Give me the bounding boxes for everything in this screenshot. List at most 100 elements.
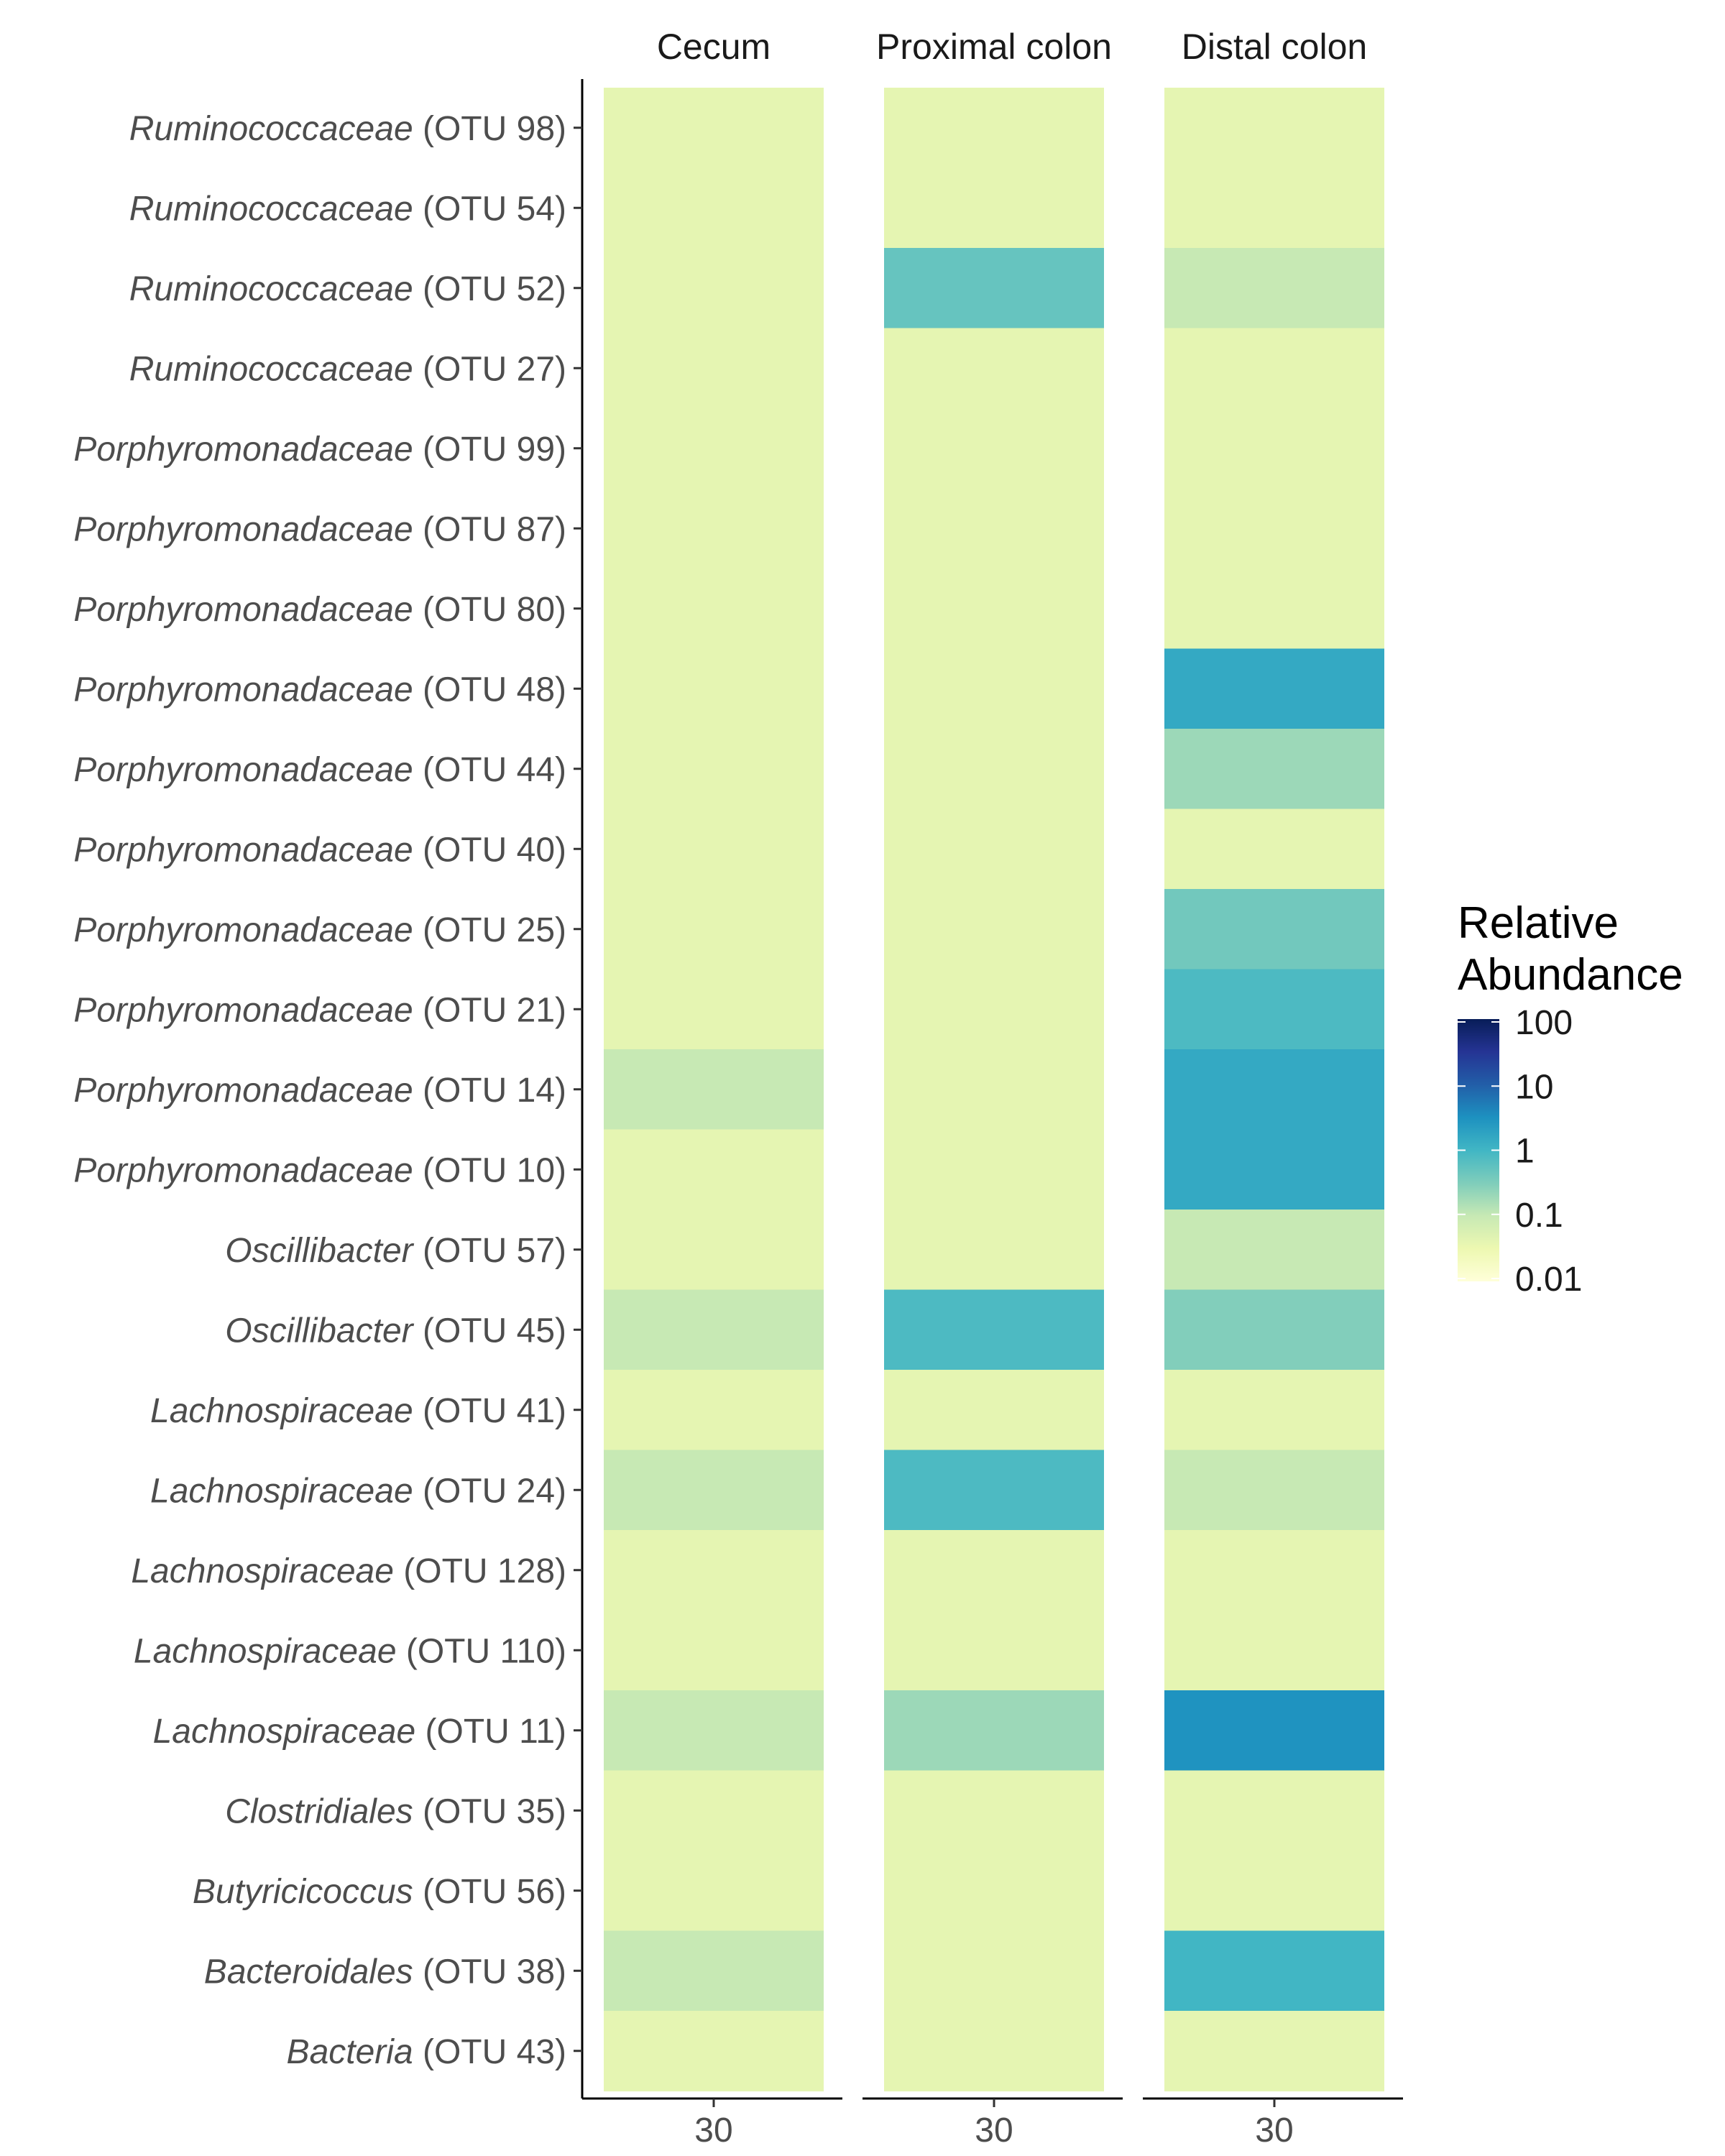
tile-proximal-colon-row-12 — [884, 969, 1104, 1050]
x-tick-label: 30 — [975, 2111, 1013, 2150]
y-label-taxon: Porphyromonadaceae — [73, 1151, 413, 1189]
tile-proximal-colon-row-9 — [884, 729, 1104, 810]
y-label-otu: (OTU 98) — [413, 110, 566, 148]
y-label-taxon: Porphyromonadaceae — [73, 831, 413, 869]
legend-tick-label: 0.1 — [1515, 1197, 1563, 1235]
tile-distal-colon-row-6 — [1164, 488, 1384, 569]
tile-cecum-row-2 — [604, 167, 824, 249]
tile-proximal-colon-row-19 — [884, 1530, 1104, 1611]
y-label-taxon: Porphyromonadaceae — [73, 751, 413, 789]
y-label-taxon: Bacteria — [287, 2033, 413, 2071]
y-tick-label: Clostridiales (OTU 35) — [225, 1792, 566, 1830]
tile-cecum-row-5 — [604, 408, 824, 489]
tile-distal-colon-row-9 — [1164, 729, 1384, 810]
tile-distal-colon-row-23 — [1164, 1851, 1384, 1932]
y-tick-label: Porphyromonadaceae (OTU 99) — [73, 430, 566, 469]
y-label-taxon: Lachnospiraceae — [150, 1392, 413, 1430]
tile-distal-colon-row-10 — [1164, 808, 1384, 890]
tile-proximal-colon-row-14 — [884, 1129, 1104, 1210]
tile-distal-colon-row-1 — [1164, 88, 1384, 169]
y-label-otu: (OTU 25) — [413, 911, 566, 949]
tile-cecum-row-19 — [604, 1530, 824, 1611]
y-label-taxon: Porphyromonadaceae — [73, 510, 413, 548]
facet-title-cecum: Cecum — [657, 27, 770, 67]
tile-cecum-row-9 — [604, 729, 824, 810]
y-tick-label: Porphyromonadaceae (OTU 87) — [73, 510, 566, 548]
legend-tick-label: 10 — [1515, 1068, 1553, 1106]
legend-tick-label: 0.01 — [1515, 1261, 1582, 1299]
tile-cecum-row-1 — [604, 88, 824, 169]
y-label-taxon: Ruminococcaceae — [129, 270, 413, 308]
facet-title-distal-colon: Distal colon — [1182, 27, 1367, 67]
tile-distal-colon-row-17 — [1164, 1370, 1384, 1451]
tile-distal-colon-row-18 — [1164, 1450, 1384, 1531]
tile-cecum-row-13 — [604, 1049, 824, 1130]
y-tick-label: Ruminococcaceae (OTU 54) — [129, 190, 566, 228]
tile-cecum-row-18 — [604, 1450, 824, 1531]
y-label-otu: (OTU 38) — [413, 1953, 566, 1991]
tile-proximal-colon-row-22 — [884, 1770, 1104, 1851]
y-label-otu: (OTU 110) — [397, 1632, 566, 1670]
tile-distal-colon-row-21 — [1164, 1690, 1384, 1772]
tile-cecum-row-15 — [604, 1210, 824, 1291]
y-label-otu: (OTU 128) — [394, 1552, 566, 1590]
facet-titles: Cecum Proximal colon Distal colon — [657, 27, 1367, 67]
tile-proximal-colon-row-18 — [884, 1450, 1104, 1531]
y-label-taxon: Lachnospiraceae — [153, 1713, 416, 1751]
tile-cecum-row-7 — [604, 568, 824, 650]
tile-cecum-row-23 — [604, 1851, 824, 1932]
tile-distal-colon-row-14 — [1164, 1129, 1384, 1210]
tile-cecum-row-4 — [604, 328, 824, 409]
heatmap-tiles — [604, 88, 1384, 2092]
legend-tick-label: 1 — [1515, 1133, 1535, 1171]
y-tick-label: Ruminococcaceae (OTU 52) — [129, 270, 566, 308]
y-label-otu: (OTU 56) — [413, 1873, 566, 1911]
tile-proximal-colon-row-13 — [884, 1049, 1104, 1130]
tile-cecum-row-11 — [604, 889, 824, 970]
tile-distal-colon-row-15 — [1164, 1210, 1384, 1291]
y-tick-label: Bacteria (OTU 43) — [287, 2033, 566, 2071]
y-axis: Ruminococcaceae (OTU 98) Ruminococcaceae … — [73, 79, 584, 2099]
y-tick-label: Porphyromonadaceae (OTU 10) — [73, 1151, 566, 1189]
tile-proximal-colon-row-11 — [884, 889, 1104, 970]
tile-cecum-row-8 — [604, 648, 824, 729]
y-label-otu: (OTU 21) — [413, 991, 566, 1029]
y-tick-label: Bacteroidales (OTU 38) — [204, 1953, 566, 1991]
y-label-taxon: Porphyromonadaceae — [73, 911, 413, 949]
y-label-otu: (OTU 24) — [413, 1472, 566, 1510]
y-label-taxon: Ruminococcaceae — [129, 350, 413, 388]
tile-cecum-row-25 — [604, 2011, 824, 2092]
tile-cecum-row-12 — [604, 969, 824, 1050]
y-label-taxon: Lachnospiraceae — [131, 1552, 394, 1590]
y-tick-label: Lachnospiraceae (OTU 11) — [153, 1713, 566, 1751]
tile-cecum-row-17 — [604, 1370, 824, 1451]
tile-distal-colon-row-16 — [1164, 1289, 1384, 1370]
tile-distal-colon-row-13 — [1164, 1049, 1384, 1130]
y-label-otu: (OTU 44) — [413, 751, 566, 789]
y-tick-label: Porphyromonadaceae (OTU 48) — [73, 671, 566, 709]
y-label-taxon: Porphyromonadaceae — [73, 591, 413, 629]
y-label-otu: (OTU 87) — [413, 510, 566, 548]
tile-proximal-colon-row-23 — [884, 1851, 1104, 1932]
tile-proximal-colon-row-16 — [884, 1289, 1104, 1370]
tile-distal-colon-row-2 — [1164, 167, 1384, 249]
y-label-otu: (OTU 43) — [413, 2033, 566, 2071]
tile-proximal-colon-row-4 — [884, 328, 1104, 409]
tile-cecum-row-20 — [604, 1610, 824, 1691]
y-label-taxon: Porphyromonadaceae — [73, 1072, 413, 1110]
tile-proximal-colon-row-24 — [884, 1930, 1104, 2012]
y-label-taxon: Oscillibacter — [225, 1312, 414, 1350]
tile-distal-colon-row-11 — [1164, 889, 1384, 970]
tile-proximal-colon-row-6 — [884, 488, 1104, 569]
tile-proximal-colon-row-7 — [884, 568, 1104, 650]
y-label-otu: (OTU 99) — [413, 430, 566, 469]
y-tick-label: Oscillibacter (OTU 45) — [225, 1312, 566, 1350]
y-label-otu: (OTU 52) — [413, 270, 566, 308]
y-label-otu: (OTU 45) — [413, 1312, 566, 1350]
legend-title-line-1: Relative — [1458, 898, 1619, 948]
tile-cecum-row-21 — [604, 1690, 824, 1772]
tile-cecum-row-24 — [604, 1930, 824, 2012]
y-tick-label: Lachnospiraceae (OTU 41) — [150, 1392, 566, 1430]
tile-cecum-row-10 — [604, 808, 824, 890]
